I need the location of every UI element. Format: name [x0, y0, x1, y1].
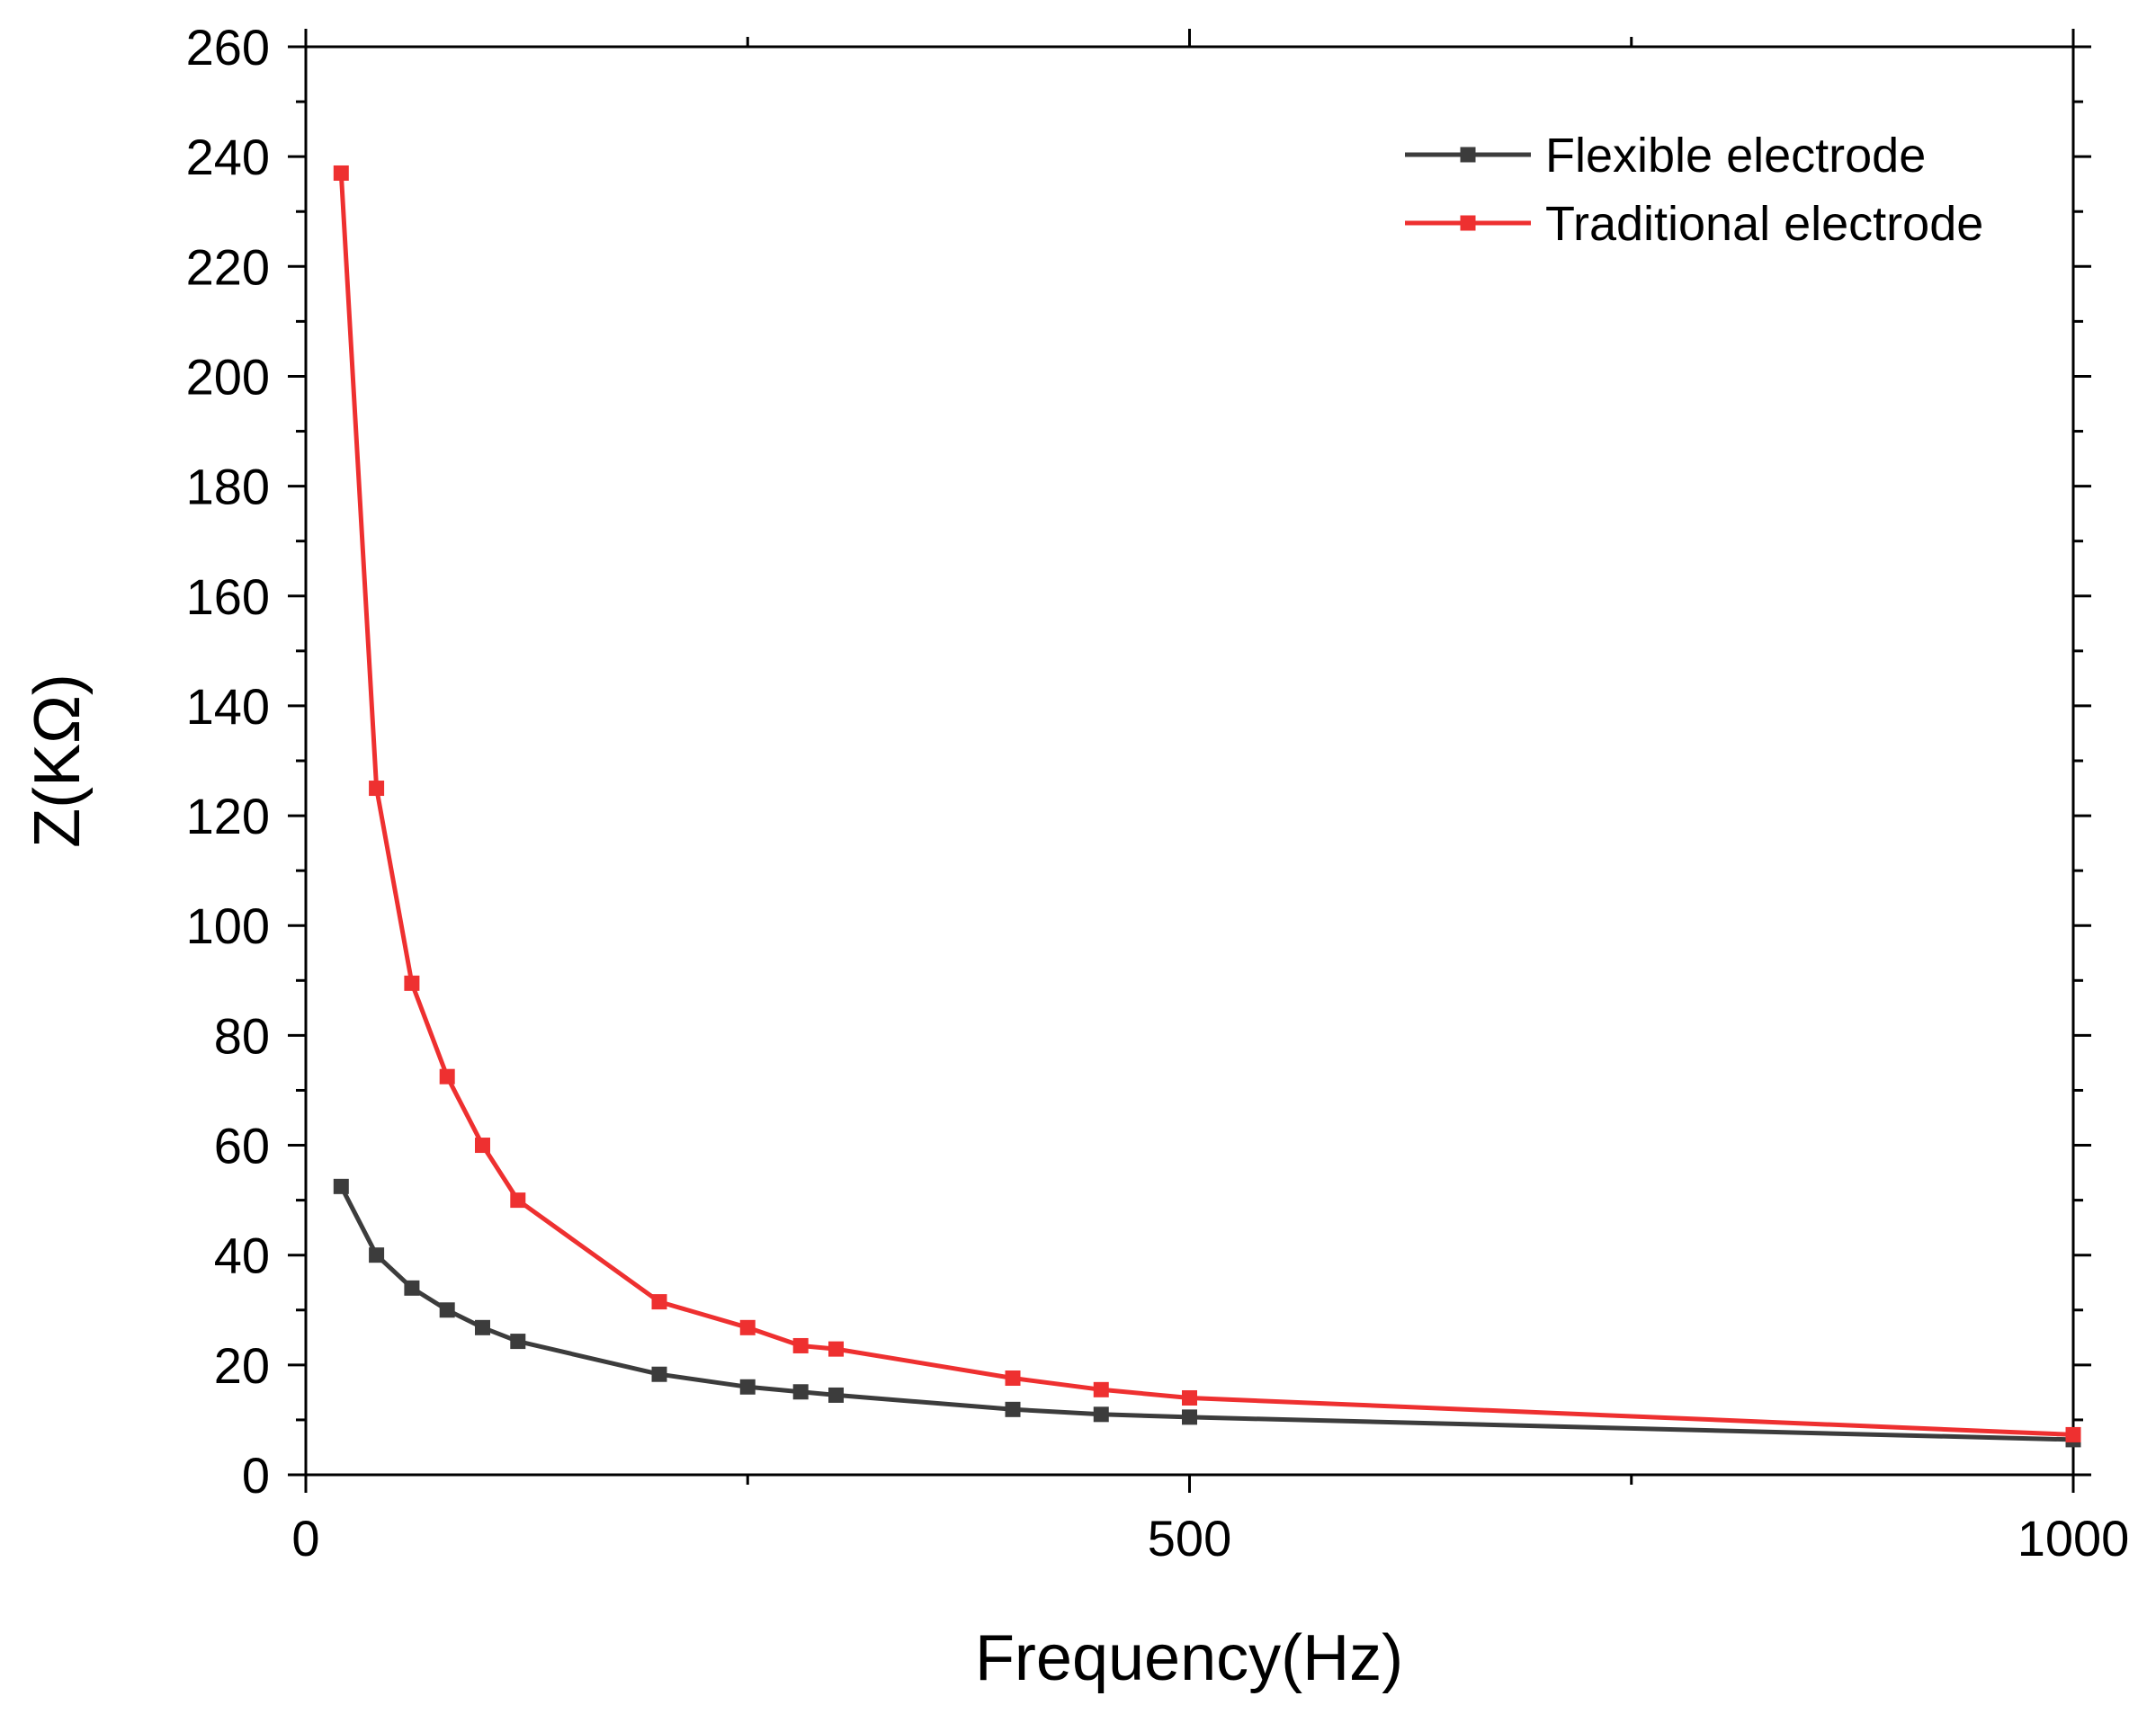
- x-axis-title: Frequency(Hz): [975, 1622, 1403, 1694]
- axis-ticks: [288, 29, 2091, 1493]
- legend-label: Traditional electrode: [1545, 197, 1983, 251]
- data-point: [651, 1366, 667, 1382]
- plot-frame: [304, 45, 2075, 1477]
- data-point: [1005, 1370, 1021, 1387]
- data-point: [1182, 1389, 1197, 1406]
- y-tick-label: 100: [186, 897, 270, 954]
- data-point: [739, 1379, 756, 1395]
- legend-marker: [1460, 147, 1476, 163]
- data-point: [739, 1319, 756, 1335]
- y-axis-title: Z(KΩ): [22, 674, 94, 848]
- y-tick-label: 200: [186, 348, 270, 405]
- data-point: [475, 1138, 490, 1154]
- data-point: [369, 1247, 385, 1263]
- data-point: [439, 1068, 455, 1085]
- data-point: [333, 165, 349, 181]
- data-point: [1182, 1409, 1197, 1425]
- y-tick-label: 240: [186, 129, 270, 185]
- data-point: [1093, 1406, 1109, 1423]
- y-tick-label: 140: [186, 678, 270, 735]
- y-tick-label: 120: [186, 788, 270, 844]
- y-tick-label: 20: [214, 1337, 270, 1394]
- legend-label: Flexible electrode: [1545, 129, 1926, 183]
- data-point: [1093, 1381, 1109, 1397]
- data-point: [475, 1319, 490, 1335]
- series-line: [338, 173, 2074, 1437]
- data-point: [792, 1337, 809, 1353]
- data-point: [2065, 1426, 2081, 1442]
- data-point: [828, 1387, 844, 1403]
- data-point: [828, 1341, 844, 1357]
- series-traditional-electrode: [333, 165, 2081, 1442]
- x-tick-label: 0: [291, 1510, 319, 1567]
- data-point: [792, 1384, 809, 1400]
- tick-labels: 0 20 40 60 80 100 120 140 160 180 200 220 240 260 0 500…: [186, 19, 2130, 1567]
- legend-item: Flexible electrode: [1405, 129, 1926, 183]
- legend-marker: [1460, 215, 1476, 231]
- data-point: [404, 1280, 420, 1296]
- y-tick-label: 40: [214, 1227, 270, 1284]
- legend-item: Traditional electrode: [1405, 197, 1983, 251]
- y-tick-label: 220: [186, 238, 270, 295]
- series-line: [339, 1185, 2074, 1442]
- series-layer: [333, 165, 2081, 1448]
- data-point: [439, 1302, 455, 1318]
- data-point: [404, 975, 420, 991]
- y-tick-label: 160: [186, 568, 270, 625]
- y-tick-label: 180: [186, 459, 270, 515]
- y-tick-label: 60: [214, 1118, 270, 1174]
- legend: Flexible electrode Traditional electrode: [1405, 129, 1983, 251]
- data-point: [333, 1178, 349, 1194]
- data-point: [510, 1334, 526, 1350]
- data-point: [369, 781, 385, 797]
- data-point: [1005, 1401, 1021, 1417]
- series-flexible-electrode: [333, 1178, 2081, 1448]
- data-point: [510, 1192, 526, 1209]
- y-tick-label: 0: [242, 1447, 270, 1504]
- x-tick-label: 1000: [2017, 1510, 2130, 1567]
- data-point: [651, 1294, 667, 1310]
- x-tick-label: 500: [1148, 1510, 1231, 1567]
- y-tick-label: 260: [186, 19, 270, 76]
- y-tick-label: 80: [214, 1007, 270, 1064]
